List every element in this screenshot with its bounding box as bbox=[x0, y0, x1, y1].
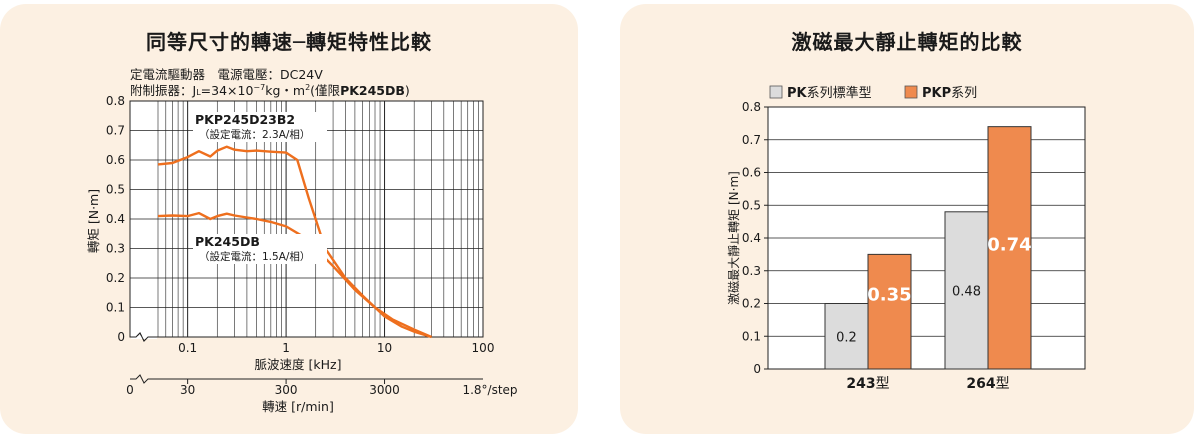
y-tick-label: 0.6 bbox=[742, 166, 761, 180]
bar-value-label: 0.48 bbox=[952, 284, 981, 299]
series-label-note-0: （設定電流：2.3A/相） bbox=[199, 128, 310, 141]
y-tick-label: 0.7 bbox=[742, 133, 761, 147]
series-label-name-1: PK245DB bbox=[195, 234, 260, 249]
speed-torque-chart: 定電流驅動器 電源電壓：DC24V 附制振器：JL=34×10−7kg・m2(僅… bbox=[86, 67, 518, 414]
x-tick-label: 0.1 bbox=[178, 341, 197, 355]
secondary-axis bbox=[130, 374, 483, 384]
y-tick-label: 0.3 bbox=[742, 264, 761, 278]
legend-swatch-1 bbox=[904, 85, 918, 99]
category-label-1: 264型 bbox=[966, 376, 1009, 392]
y-tick-label: 0 bbox=[117, 330, 125, 344]
y-tick-label: 0.4 bbox=[742, 231, 761, 245]
holding-torque-chart: 0 0.1 0.2 0.3 0.4 0.5 0.6 0.7 0.8 PK系列標準型 PKP系列 0.2… bbox=[726, 85, 1086, 392]
legend-label-1: PKP系列 bbox=[922, 86, 977, 101]
bar-value-label: 0.2 bbox=[836, 330, 857, 345]
x-axis-label: 脈波速度 [kHz] bbox=[255, 357, 342, 372]
secondary-tick-label: 1.8°/step bbox=[462, 383, 517, 397]
series-label-bg bbox=[193, 112, 327, 142]
y-tick-label: 0.5 bbox=[106, 183, 125, 197]
conditions-line1: 定電流驅動器 電源電壓：DC24V bbox=[130, 67, 323, 82]
y-tick-label: 0.2 bbox=[742, 297, 761, 311]
x-tick-label: 10 bbox=[377, 341, 392, 355]
y-tick-label: 0.1 bbox=[742, 329, 761, 343]
y-tick-label: 0.5 bbox=[742, 198, 761, 212]
bar-1-0 bbox=[867, 253, 912, 370]
y-tick-label: 0.4 bbox=[106, 212, 125, 226]
secondary-tick-label: 0 bbox=[126, 383, 134, 397]
bar-1-1 bbox=[987, 126, 1032, 370]
holding-torque-title: 激磁最大靜止轉矩的比較 bbox=[791, 30, 1023, 54]
y-tick-label: 0.1 bbox=[106, 301, 125, 315]
x-tick-label: 1 bbox=[282, 341, 290, 355]
y-tick-label: 0.2 bbox=[106, 271, 125, 285]
series-label-bg bbox=[193, 234, 327, 264]
secondary-tick-label: 300 bbox=[275, 383, 298, 397]
y-tick-label: 0.6 bbox=[106, 153, 125, 167]
category-label-0: 243型 bbox=[846, 376, 889, 392]
y-tick-label: 0.7 bbox=[106, 124, 125, 138]
conditions-line2: 附制振器：JL=34×10−7kg・m2(僅限PK245DB) bbox=[130, 83, 410, 98]
secondary-axis-label: 轉速 [r/min] bbox=[262, 399, 334, 414]
bar-0-1 bbox=[944, 211, 989, 370]
y-tick-label: 0.8 bbox=[106, 94, 125, 108]
axis-break-gap bbox=[131, 336, 157, 339]
x-tick-label: 100 bbox=[472, 341, 495, 355]
y-tick-label: 0 bbox=[753, 362, 761, 376]
bar-value-label: 0.35 bbox=[867, 284, 911, 305]
y-axis-label: 轉矩 [N·m] bbox=[86, 189, 101, 253]
series-line-1 bbox=[157, 211, 432, 339]
axis-break-mark bbox=[130, 332, 157, 342]
series-label-name-0: PKP245D23B2 bbox=[195, 112, 295, 127]
y-tick-label: 0.3 bbox=[106, 242, 125, 256]
legend-swatch-0 bbox=[769, 85, 783, 99]
bar-value-label: 0.74 bbox=[987, 235, 1031, 256]
secondary-tick-label: 3000 bbox=[369, 383, 400, 397]
y-tick-label: 0.8 bbox=[742, 100, 761, 114]
speed-torque-title: 同等尺寸的轉速─轉矩特性比較 bbox=[145, 30, 433, 54]
bar-0-0 bbox=[824, 303, 869, 370]
y-axis-label: 激磁最大靜止轉矩 [N·m] bbox=[726, 171, 741, 305]
series-label-note-1: （設定電流：1.5A/相） bbox=[199, 250, 310, 263]
secondary-tick-label: 30 bbox=[180, 383, 195, 397]
legend-label-0: PK系列標準型 bbox=[787, 85, 872, 101]
